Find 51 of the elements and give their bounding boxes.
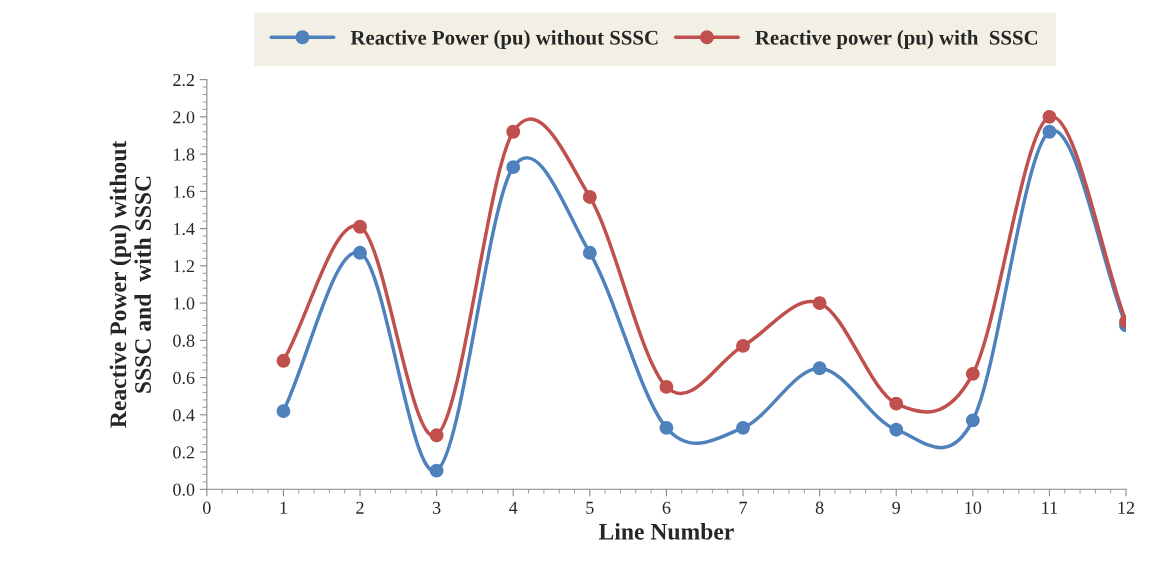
x-tick-label: 7	[739, 501, 748, 514]
y-tick-label: 0.8	[173, 334, 195, 347]
point	[736, 420, 750, 435]
point	[659, 379, 674, 394]
point	[736, 338, 750, 353]
y-tick-label: 1.2	[174, 260, 195, 273]
point	[506, 160, 521, 175]
point	[659, 420, 674, 435]
x-tick-label: 8	[815, 501, 824, 514]
x-tick-label: 12	[1118, 501, 1135, 514]
point	[582, 189, 597, 204]
y-tick-label: 1.6	[174, 185, 195, 198]
x-tick-label: 5	[586, 501, 594, 514]
point	[812, 296, 827, 311]
point	[276, 353, 291, 368]
x-tick-label: 1	[280, 501, 287, 514]
x-tick-label: 4	[509, 501, 518, 514]
x-axis-title: Line Number	[598, 523, 734, 540]
point	[965, 413, 980, 428]
point	[353, 245, 367, 260]
point	[1042, 124, 1057, 139]
y-axis-title: Reactive Power (pu) without SSSC and with SSSC	[109, 140, 151, 428]
point	[1042, 109, 1057, 124]
y-tick-label: 1.8	[174, 148, 195, 161]
x-tick-label: 0	[202, 501, 211, 514]
point	[353, 219, 367, 234]
point	[889, 396, 904, 411]
point	[429, 428, 444, 443]
x-tick-label: 9	[892, 501, 900, 514]
y-tick-label: 0.2	[173, 446, 195, 459]
y-tick-label: 0.0	[173, 483, 195, 496]
y-tick-label: 2.0	[173, 111, 195, 124]
legend-label: Reactive power (pu) with SSSC	[755, 30, 1038, 49]
point	[506, 124, 521, 139]
y-tick-label: 0.6	[173, 371, 195, 385]
x-tick-label: 11	[1042, 501, 1058, 514]
point	[276, 404, 291, 419]
y-tick-label: 2.2	[173, 73, 195, 87]
x-tick-label: 10	[965, 501, 982, 514]
x-tick-label: 2	[356, 501, 364, 514]
y-tick-label: 1.0	[174, 297, 195, 310]
point	[812, 361, 827, 376]
y-tick-label: 0.4	[173, 409, 195, 422]
y-tick-label: 1.4	[174, 222, 195, 236]
legend-label: Reactive Power (pu) without SSSC	[350, 30, 658, 49]
x-tick-label: 3	[432, 501, 441, 514]
point	[582, 245, 597, 260]
point	[429, 463, 444, 478]
x-tick-label: 6	[662, 501, 671, 514]
point	[965, 366, 980, 381]
point	[889, 422, 904, 437]
